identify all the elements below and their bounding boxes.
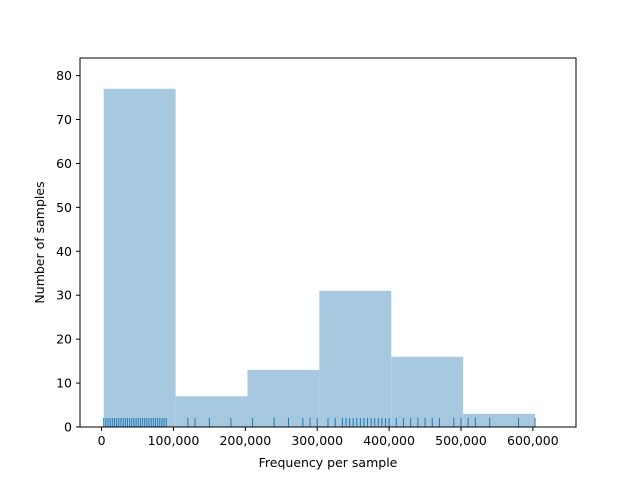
y-tick-label-5: 50 — [56, 200, 72, 215]
y-tick-label-3: 30 — [56, 288, 72, 303]
y-tick-label-6: 60 — [56, 156, 72, 171]
histogram-bar-1 — [175, 396, 248, 427]
x-tick-label-1: 100,000 — [148, 433, 200, 448]
y-axis-label: Number of samples — [32, 181, 47, 303]
y-tick-label-4: 40 — [56, 244, 72, 259]
y-tick-label-8: 80 — [56, 68, 72, 83]
x-tick-label-4: 400,000 — [363, 433, 415, 448]
x-tick-label-3: 300,000 — [291, 433, 343, 448]
x-tick-label-6: 600,000 — [507, 433, 559, 448]
histogram-bar-2 — [247, 369, 320, 427]
y-axis-ticks: 0 10 20 30 40 50 60 70 80 — [56, 68, 80, 435]
y-tick-label-1: 10 — [56, 376, 72, 391]
histogram-bar-5 — [463, 413, 536, 427]
histogram-bar-0 — [103, 88, 176, 427]
rug-marks — [103, 418, 536, 427]
x-axis-label: Frequency per sample — [259, 455, 398, 470]
x-axis-ticks: 0 100,000 200,000 300,000 400,000 500,000 600,… — [98, 427, 559, 448]
histogram-bar-4 — [391, 356, 464, 427]
x-tick-label-2: 200,000 — [219, 433, 271, 448]
histogram-bar-3 — [319, 290, 392, 427]
x-tick-label-0: 0 — [98, 433, 106, 448]
histogram-bars — [103, 88, 536, 427]
y-tick-label-7: 70 — [56, 112, 72, 127]
y-tick-label-0: 0 — [64, 420, 72, 435]
y-tick-label-2: 20 — [56, 332, 72, 347]
x-tick-label-5: 500,000 — [435, 433, 487, 448]
plot-area-frame — [79, 57, 577, 428]
